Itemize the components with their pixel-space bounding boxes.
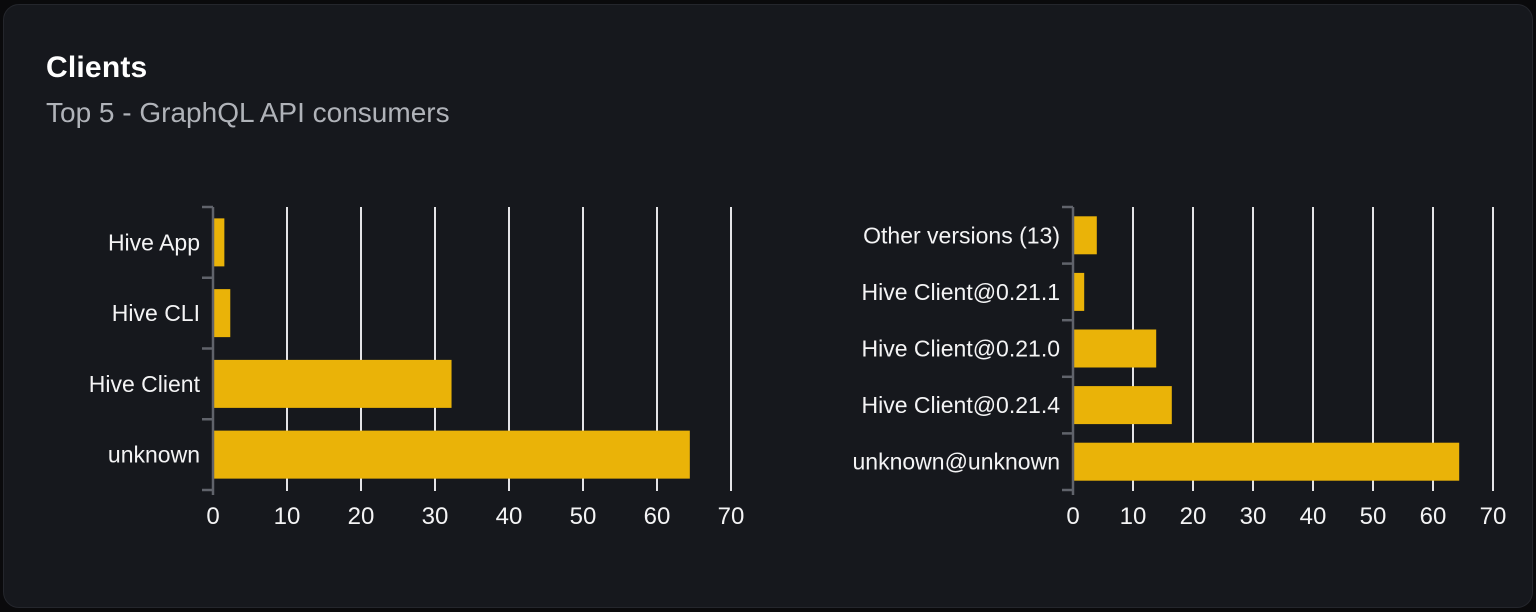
x-tick-label-70: 70 [718,503,745,530]
x-tick-label-20: 20 [1180,503,1207,530]
category-label-unknown-unknown: unknown@unknown [853,449,1060,475]
x-tick-label-50: 50 [570,503,597,530]
x-tick-label-70: 70 [1480,503,1507,530]
bar-unknown-unknown[interactable] [1074,442,1460,481]
bar-hive-client-0-21-0[interactable] [1074,329,1157,368]
bar-unknown[interactable] [214,430,690,479]
x-tick-label-60: 60 [644,503,671,530]
category-label-hive-client-0-21-4: Hive Client@0.21.4 [862,392,1061,418]
category-label-unknown: unknown [108,442,200,468]
x-tick-label-30: 30 [422,503,449,530]
x-tick-label-60: 60 [1420,503,1447,530]
x-tick-label-40: 40 [1300,503,1327,530]
bar-other-versions-13[interactable] [1074,216,1097,255]
x-tick-label-10: 10 [274,503,301,530]
x-tick-label-20: 20 [348,503,375,530]
bar-hive-cli[interactable] [214,289,231,338]
x-tick-label-0: 0 [1066,503,1079,530]
x-tick-label-50: 50 [1360,503,1387,530]
bar-hive-app[interactable] [214,218,225,267]
bar-hive-client[interactable] [214,359,452,408]
category-label-hive-client-0-21-1: Hive Client@0.21.1 [862,279,1061,305]
x-tick-label-40: 40 [496,503,523,530]
x-tick-label-10: 10 [1120,503,1147,530]
category-label-hive-cli: Hive CLI [112,300,200,326]
x-tick-label-30: 30 [1240,503,1267,530]
category-label-hive-client-0-21-0: Hive Client@0.21.0 [862,336,1061,362]
bar-hive-client-0-21-1[interactable] [1074,272,1085,311]
clients-card: Clients Top 5 - GraphQL API consumers [3,4,1533,608]
bar-hive-client-0-21-4[interactable] [1074,386,1172,425]
card-subtitle: Top 5 - GraphQL API consumers [46,97,450,128]
category-label-hive-app: Hive App [108,229,200,255]
client-versions-bar-chart: Other versions (13) Hive Client@0.21.1 Hiv… [853,205,1507,530]
card-title: Clients [46,51,148,84]
clients-bar-chart: Hive App Hive CLI Hive Client unknown 0 10 20 3… [89,205,745,530]
category-label-other-versions-13: Other versions (13) [863,222,1060,248]
x-tick-label-0: 0 [206,503,219,530]
category-label-hive-client: Hive Client [89,371,201,397]
